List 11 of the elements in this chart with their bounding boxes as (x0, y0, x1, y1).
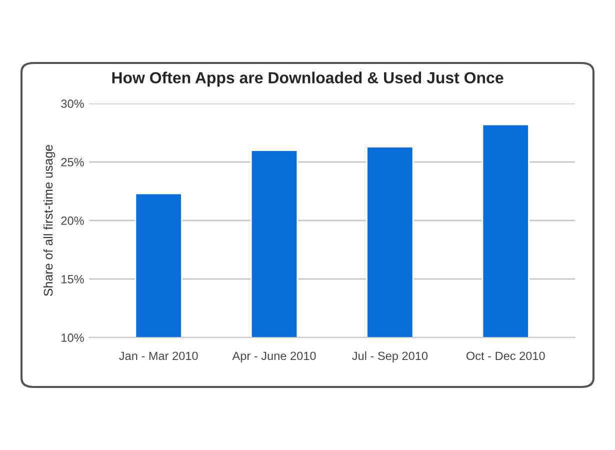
y-tick-label: 15% (62, 275, 84, 284)
y-tick-label: 30% (61, 100, 84, 108)
x-tick-label: Jan - Mar 2010 (119, 352, 198, 360)
chart-title: How Often Apps are Downloaded & Used Just Once (112, 72, 504, 87)
y-axis-title: Share of all first-time usage (43, 144, 56, 296)
y-tick-label: 20% (61, 216, 84, 225)
y-tick-label: 25% (61, 158, 84, 166)
x-tick-label: Jul - Sep 2010 (352, 351, 428, 362)
y-tick-label: 10% (62, 334, 84, 342)
x-tick-label: Apr - June 2010 (232, 352, 316, 362)
x-tick-label: Oct - Dec 2010 (466, 352, 545, 360)
